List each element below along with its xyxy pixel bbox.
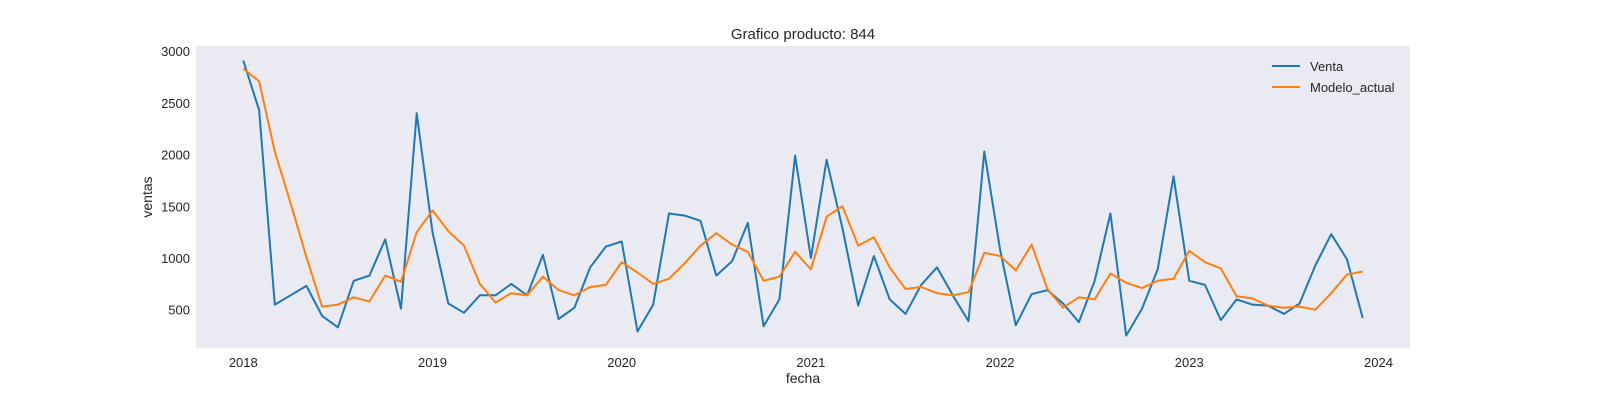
y-tick-label: 2500	[161, 96, 190, 111]
series-group	[242, 60, 1364, 337]
y-tick-label: 3000	[161, 44, 190, 59]
x-axis-title: fecha	[786, 370, 820, 386]
legend: Venta Modelo_actual	[1272, 59, 1395, 95]
y-tick-label: 1000	[161, 251, 190, 266]
x-tick-label: 2018	[229, 355, 258, 370]
x-tick-label: 2024	[1364, 355, 1393, 370]
x-tick-label: 2021	[796, 355, 825, 370]
y-tick-label: 2000	[161, 148, 190, 163]
x-tick-label: 2020	[607, 355, 636, 370]
legend-label: Modelo_actual	[1310, 80, 1395, 95]
y-tick-label: 500	[168, 303, 190, 318]
x-axis: 2018 2019 2020 2021 2022 2023 2024	[229, 355, 1393, 370]
y-axis-title: ventas	[139, 176, 155, 217]
y-axis: 500 1000 1500 2000 2500 3000	[161, 44, 190, 318]
y-tick-label: 1500	[161, 199, 190, 214]
series-line-1	[242, 68, 1363, 311]
chart-title: Grafico producto: 844	[731, 26, 875, 43]
plot-area	[196, 46, 1410, 348]
x-tick-label: 2019	[418, 355, 447, 370]
legend-label: Venta	[1310, 59, 1344, 74]
x-tick-label: 2023	[1175, 355, 1204, 370]
x-tick-label: 2022	[986, 355, 1015, 370]
